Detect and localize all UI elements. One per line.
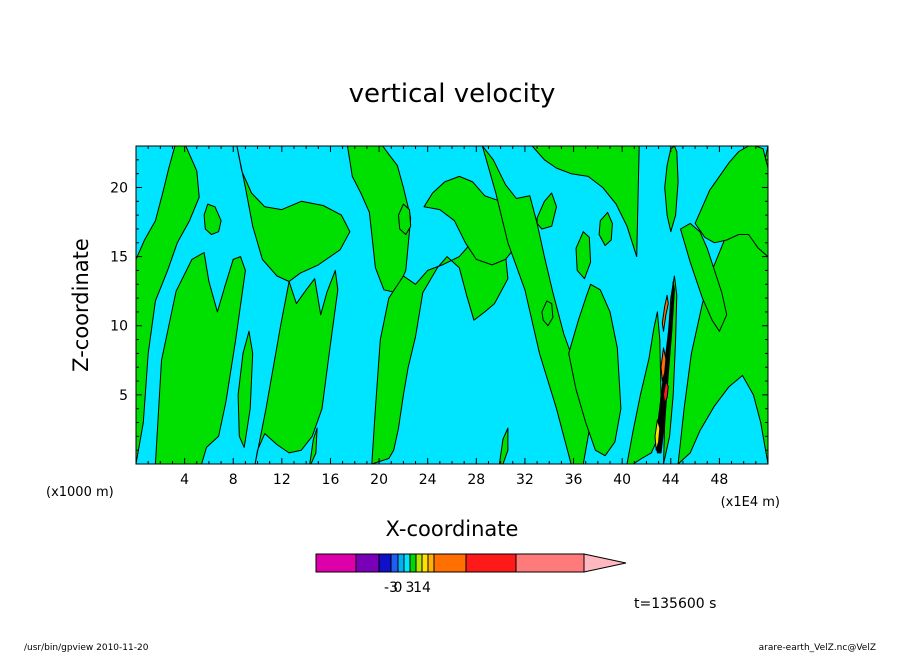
x-tick-label: 24 — [419, 472, 437, 488]
contour-region-12 — [694, 146, 768, 258]
x-axis-label: X-coordinate — [386, 517, 519, 541]
colorbar-segment — [355, 553, 380, 573]
contour-region-10 — [626, 311, 662, 464]
contour-region-4 — [347, 146, 412, 294]
x-tick-label: 28 — [467, 472, 485, 488]
x-unit-left: (x1000 m) — [46, 485, 114, 500]
contour-region-16 — [575, 231, 592, 280]
y-tick-label: 5 — [119, 388, 128, 404]
contour-region-15 — [664, 146, 679, 233]
x-tick-label: 16 — [322, 472, 340, 488]
colorbar-segment — [515, 553, 585, 573]
time-label: t=135600 s — [634, 596, 716, 612]
footer-program-date: /usr/bin/gpview 2010-11-20 — [24, 643, 149, 653]
contour-region-27 — [660, 347, 667, 382]
colorbar-label: 3 — [406, 580, 415, 596]
colorbar-segment — [433, 553, 467, 573]
colorbar-segment — [315, 553, 357, 573]
colorbar-segment — [397, 553, 405, 573]
contour-region-23 — [398, 203, 412, 235]
contour-region-19 — [237, 330, 254, 448]
colorbar-labels: -30 314 — [384, 580, 431, 596]
colorbar-label: -3 — [384, 580, 398, 596]
contour-region-26 — [661, 294, 669, 332]
footer-file-variable: arare-earth_VelZ.nc@VelZ — [759, 643, 876, 653]
contour-region-0 — [136, 146, 200, 464]
x-tick-label: 44 — [662, 472, 680, 488]
contour-region-29 — [663, 380, 669, 404]
y-tick-label: 15 — [110, 250, 128, 266]
x-tick-label: 4 — [180, 472, 189, 488]
colorbar-label: 14 — [413, 580, 431, 596]
x-tick-label: 32 — [516, 472, 534, 488]
colorbar-segment — [403, 553, 411, 573]
contour-region-22 — [203, 203, 222, 235]
contour-region-20 — [308, 427, 318, 464]
contour-region-21 — [498, 427, 509, 464]
contour-region-2 — [236, 146, 351, 282]
colorbar-segment — [427, 553, 435, 573]
contour-region-3 — [254, 269, 339, 464]
contour-region-17 — [598, 211, 613, 246]
colorbar-segment — [390, 553, 399, 573]
contour-region-24 — [541, 300, 554, 327]
chart-title: vertical velocity — [349, 79, 556, 109]
contour-region-13 — [680, 222, 728, 332]
contour-region-9 — [568, 283, 622, 457]
y-axis-label: Z-coordinate — [69, 238, 93, 372]
x-tick-label: 12 — [273, 472, 291, 488]
colorbar-label: 0 — [394, 580, 403, 596]
x-tick-label: 8 — [229, 472, 238, 488]
x-unit-right: (x1E4 m) — [721, 495, 780, 510]
y-tick-label: 10 — [110, 319, 128, 335]
x-axis-ticks: 4 8 12 16 20 24 28 32 36 40 44 48 — [147, 146, 757, 488]
y-axis-ticks: 5 10 15 20 — [110, 159, 768, 451]
x-tick-label: 36 — [565, 472, 583, 488]
contour-region-8 — [531, 146, 640, 258]
colorbar-segment — [465, 553, 517, 573]
y-tick-label: 20 — [110, 180, 128, 196]
x-tick-label: 20 — [370, 472, 388, 488]
colorbar-segment — [409, 553, 417, 573]
contour-region-1 — [154, 252, 246, 464]
colorbar-segment — [378, 553, 392, 573]
colorbar-segment — [415, 553, 423, 573]
contour-regions — [136, 146, 768, 464]
contour-region-5 — [371, 231, 509, 464]
contour-region-28 — [654, 419, 661, 451]
colorbar — [315, 553, 627, 573]
contour-region-18 — [536, 192, 557, 230]
colorbar-arrow — [583, 553, 627, 573]
colorbar-segment — [421, 553, 429, 573]
x-tick-label: 48 — [710, 472, 728, 488]
x-tick-label: 40 — [613, 472, 631, 488]
